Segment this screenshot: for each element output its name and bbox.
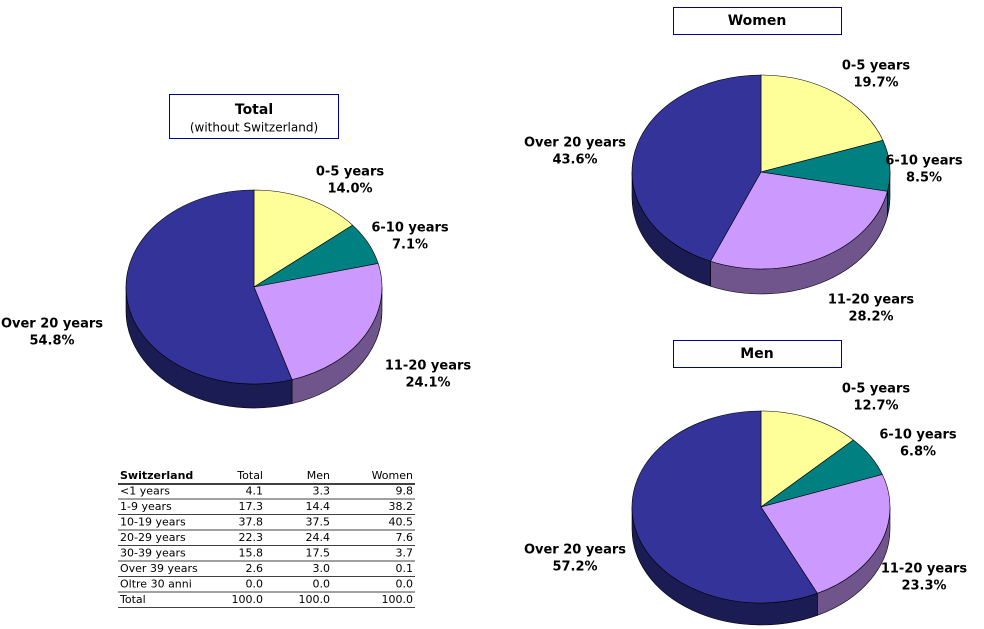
table-cell: 24.4 [306,531,331,544]
title-box [673,7,842,35]
table-cell: 15.8 [239,547,264,560]
slice-label: 0-5 years [316,165,384,180]
table-cell: 40.5 [389,516,414,529]
pie-slice [710,171,888,270]
title-box [673,340,842,368]
slice-label: 11-20 years [881,562,968,577]
table-cell: 4.1 [246,485,264,498]
table-cell: 100.0 [382,593,414,606]
slice-value: 28.2% [848,310,893,325]
table-cell: 37.5 [306,516,331,529]
table-cell: 0.1 [396,562,414,575]
table-cell: 9.8 [396,485,414,498]
pie-slice [760,74,884,173]
table-cell: Men [307,469,330,482]
slice-label: Over 20 years [1,317,103,332]
slice-value: 57.2% [552,560,597,575]
table-cell: 0.0 [246,578,264,591]
table-cell: 17.3 [239,500,264,513]
table-cell: 30-39 years [120,547,186,560]
slice-label: Over 20 years [524,543,626,558]
table-cell: 37.8 [239,516,264,529]
table-cell: Over 39 years [120,562,198,575]
pie-slice [125,189,293,385]
chart-title: Women [728,13,787,29]
slice-value: 12.7% [853,399,898,414]
table-cell: Switzerland [120,469,193,482]
table-cell: Total [119,593,146,606]
slice-value: 23.3% [901,579,946,594]
table-cell: Women [372,469,413,482]
table-cell: 7.6 [396,531,414,544]
slice-value: 43.6% [552,153,597,168]
slice-value: 24.1% [405,376,450,391]
pie-slice [253,263,383,380]
table-cell: <1 years [120,485,170,498]
pie-slice [760,410,854,508]
table-cell: 3.3 [313,485,331,498]
slice-value: 19.7% [853,76,898,91]
table-cell: 17.5 [306,547,331,560]
pie-slice [631,74,762,262]
table-cell: 10-19 years [120,516,186,529]
slice-label: 11-20 years [385,359,472,374]
slice-label: 6-10 years [371,221,449,236]
table-cell: Oltre 30 anni [120,578,192,591]
pie-slice [760,474,891,594]
slice-value: 7.1% [392,238,428,253]
table-cell: 100.0 [299,593,331,606]
chart-title: Men [740,346,773,362]
slice-label: 0-5 years [842,59,910,74]
slice-value: 8.5% [906,171,942,186]
slice-label: 6-10 years [879,428,957,443]
table-cell: 3.0 [313,562,331,575]
table-cell: 20-29 years [120,531,186,544]
table-cell: 38.2 [389,500,414,513]
table-cell: 100.0 [232,593,264,606]
slice-value: 6.8% [900,445,936,460]
pie-slice [631,410,818,604]
table-cell: 3.7 [396,547,414,560]
slice-label: Over 20 years [524,136,626,151]
table-cell: Total [236,469,263,482]
slice-value: 54.8% [29,334,74,349]
chart-title: Total [235,102,273,118]
table-cell: 22.3 [239,531,264,544]
table-cell: 1-9 years [120,500,172,513]
chart-subtitle: (without Switzerland) [190,121,318,135]
slice-label: 0-5 years [842,382,910,397]
slice-label: 11-20 years [828,293,915,308]
table-cell: 14.4 [306,500,331,513]
pie-slice [253,189,354,288]
slice-label: 6-10 years [885,154,963,169]
slice-value: 14.0% [327,182,372,197]
table-cell: 0.0 [313,578,331,591]
title-box [169,94,339,139]
table-cell: 2.6 [246,562,264,575]
table-cell: 0.0 [396,578,414,591]
